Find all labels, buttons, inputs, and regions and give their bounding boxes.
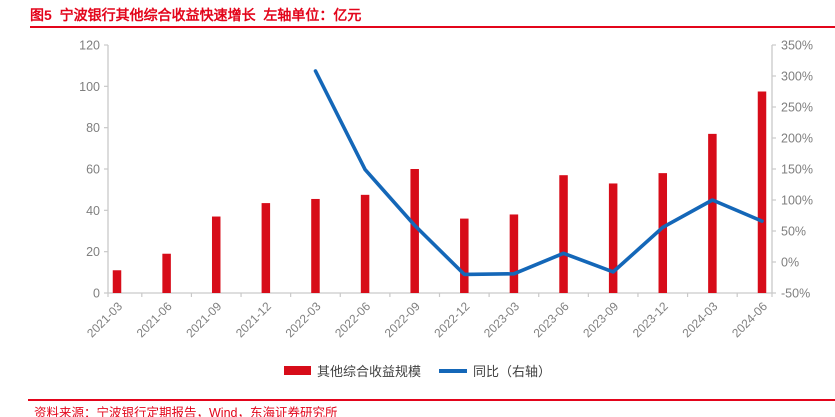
left-axis-tick-label: 0 [93, 287, 100, 301]
x-axis-label-2022-03: 2022-03 [283, 299, 324, 340]
bar-2022-09 [410, 169, 419, 293]
x-axis-label-2023-12: 2023-12 [630, 299, 671, 340]
bar-2022-03 [311, 198, 320, 293]
x-axis-label-2022-06: 2022-06 [332, 299, 373, 340]
right-axis-tick-label: 200% [781, 132, 813, 146]
right-axis-tick-label: 300% [781, 70, 813, 84]
right-axis-tick-label: -50% [781, 287, 810, 301]
right-axis-tick-label: 0% [781, 256, 799, 270]
yoy-line [313, 69, 764, 277]
x-axis-label-2024-06: 2024-06 [729, 299, 770, 340]
bar-series-swatch [283, 366, 311, 375]
combo-chart: 0 20 40 60 80 100 120 -50% 0% 50% 100% 150% 200% 250%… [79, 39, 813, 341]
bar-2021-12 [261, 203, 271, 293]
bar-2023-09 [608, 183, 618, 293]
bar-2024-06 [757, 91, 767, 293]
footer-divider [28, 399, 835, 401]
bar-2023-03 [509, 214, 519, 293]
left-axis-tick-label: 40 [86, 204, 100, 218]
left-axis-tick-label: 60 [86, 163, 100, 177]
left-axis-tick-label: 80 [86, 121, 100, 135]
page-title: 图5 宁波银行其他综合收益快速增长 左轴单位：亿元 [30, 7, 362, 23]
right-axis-tick-label: 50% [781, 225, 806, 239]
line-series-swatch [439, 368, 467, 373]
source-note: 资料来源：宁波银行定期报告，Wind，东海证券研究所 [34, 406, 338, 417]
x-axis-label-2021-09: 2021-09 [183, 299, 224, 340]
line-series-label: 同比（右轴） [473, 364, 552, 379]
bar-2023-06 [559, 175, 568, 293]
x-axis-label-2024-03: 2024-03 [679, 299, 720, 340]
bar-2022-12 [460, 218, 469, 293]
bar-series-label: 其他综合收益规模 [316, 364, 421, 379]
bar-2024-03 [708, 133, 717, 293]
x-axis-label-2021-12: 2021-12 [233, 299, 274, 340]
right-axis-tick-label: 150% [781, 163, 813, 177]
bar-2021-09 [211, 216, 221, 293]
left-axis-tick-label: 100 [79, 80, 100, 94]
x-axis-label-2023-03: 2023-03 [481, 299, 522, 340]
x-axis-label-2023-09: 2023-09 [580, 299, 621, 340]
chart-legend: 其他综合收益规模 同比（右轴） [0, 361, 835, 380]
x-axis-label-2023-06: 2023-06 [531, 299, 572, 340]
bar-2021-06 [162, 253, 171, 293]
bar-2022-06 [360, 194, 370, 293]
right-axis-tick-label: 250% [781, 101, 813, 115]
x-axis-label-2022-12: 2022-12 [431, 299, 472, 340]
left-axis-tick-label: 120 [79, 39, 100, 53]
bar-2021-03 [112, 270, 122, 293]
x-axis-label-2021-06: 2021-06 [134, 299, 175, 340]
x-axis-label-2021-03: 2021-03 [84, 299, 125, 340]
x-axis-label-2022-09: 2022-09 [382, 299, 423, 340]
bar-2023-12 [658, 173, 668, 293]
right-axis-tick-label: 100% [781, 194, 813, 208]
legend-item-bar-series: 其他综合收益规模 [283, 361, 421, 380]
left-axis-tick-label: 20 [86, 245, 100, 259]
legend-item-line-series: 同比（右轴） [439, 361, 551, 380]
right-axis-tick-label: 350% [781, 39, 813, 53]
title-divider [30, 26, 835, 28]
